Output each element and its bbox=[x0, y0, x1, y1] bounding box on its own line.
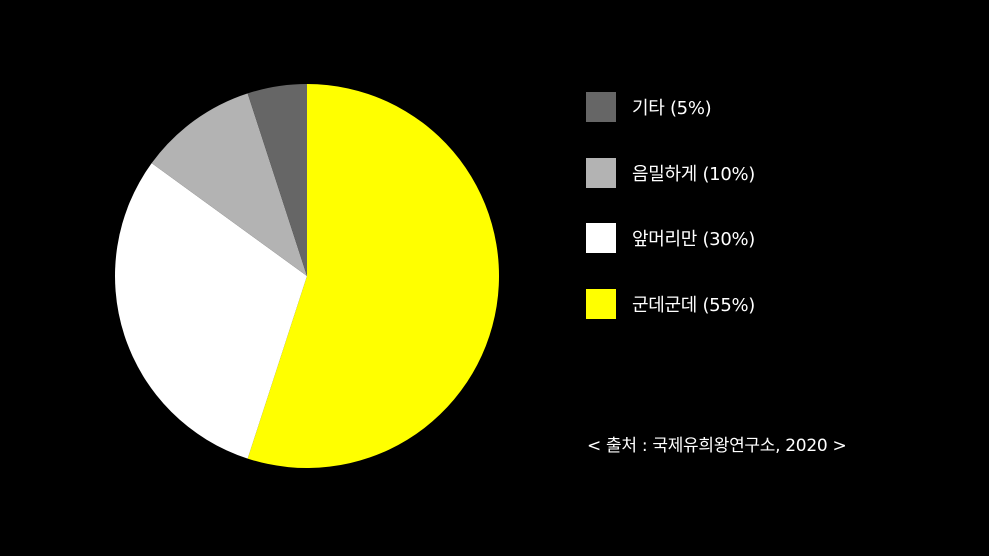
pie-slice-other bbox=[247, 84, 307, 276]
legend-swatch-patchy bbox=[586, 288, 616, 319]
legend-label-bangs-only: 앞머리만 (30%) bbox=[632, 229, 756, 250]
legend-label-other: 기타 (5%) bbox=[632, 98, 712, 119]
legend-item-other: 기타 (5%) bbox=[586, 92, 755, 122]
legend-label-secretly: 음밀하게 (10%) bbox=[632, 163, 756, 185]
legend-label-patchy: 군데군데 (55%) bbox=[632, 294, 756, 316]
legend-swatch-other bbox=[586, 92, 616, 122]
legend-item-secretly: 음밀하게 (10%) bbox=[586, 157, 756, 188]
legend-item-patchy: 군데군데 (55%) bbox=[586, 288, 756, 319]
pie-slice-secretly bbox=[151, 93, 307, 277]
pie-slice-bangs-only bbox=[115, 163, 308, 459]
pie-slice-patchy bbox=[247, 84, 500, 468]
legend-swatch-secretly bbox=[586, 157, 616, 188]
legend-item-bangs-only: 앞머리만 (30%) bbox=[586, 223, 755, 253]
legend: 기타 (5%) 음밀하게 (10%) 앞머리만 (30%) 군데군데 (55%) bbox=[586, 92, 755, 354]
legend-swatch-bangs-only bbox=[586, 223, 616, 253]
source-note: < 출처 : 국제유희왕연구소, 2020 > bbox=[587, 436, 847, 456]
